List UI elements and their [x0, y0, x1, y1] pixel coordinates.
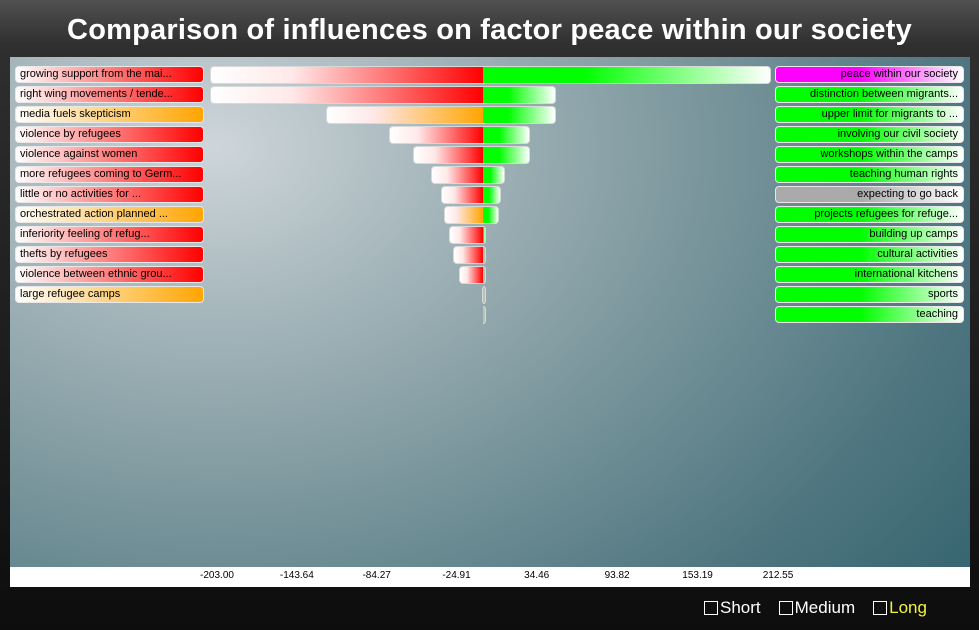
legend-long[interactable]: Long — [873, 597, 927, 619]
x-tick-label: 212.55 — [762, 570, 794, 581]
negative-influence-label[interactable]: more refugees coming to Germ... — [15, 166, 204, 183]
positive-influence-label[interactable]: teaching human rights — [775, 166, 964, 183]
x-tick-label: 153.19 — [682, 570, 713, 581]
positive-influence-label[interactable]: peace within our society — [775, 66, 964, 83]
legend-short[interactable]: Short — [704, 597, 761, 619]
plot-area: growing support from the mai... right win… — [10, 57, 970, 567]
positive-bar[interactable] — [483, 146, 531, 164]
negative-influence-label[interactable]: violence by refugees — [15, 126, 204, 143]
negative-bar[interactable] — [325, 106, 483, 124]
positive-bar[interactable] — [483, 246, 486, 264]
negative-bar[interactable] — [441, 186, 483, 204]
positive-bar[interactable] — [483, 266, 486, 284]
negative-influence-label[interactable]: growing support from the mai... — [15, 66, 204, 83]
checkbox-icon[interactable] — [704, 601, 718, 615]
positive-influence-label[interactable]: projects refugees for refuge... — [775, 206, 964, 223]
positive-influence-label[interactable]: teaching — [775, 306, 964, 323]
negative-influence-label[interactable]: violence between ethnic grou... — [15, 266, 204, 283]
x-tick-label: 34.46 — [524, 570, 550, 581]
positive-influence-label[interactable]: workshops within the camps — [775, 146, 964, 163]
negative-bar[interactable] — [449, 226, 483, 244]
positive-influence-label[interactable]: expecting to go back — [775, 186, 964, 203]
negative-bar[interactable] — [458, 266, 483, 284]
legend-medium-label: Medium — [794, 598, 856, 617]
positive-bar[interactable] — [483, 186, 501, 204]
negative-bar[interactable] — [388, 126, 483, 144]
positive-bar[interactable] — [483, 206, 500, 224]
positive-bar[interactable] — [483, 166, 505, 184]
positive-bar[interactable] — [483, 86, 557, 104]
negative-bar[interactable] — [210, 86, 483, 104]
negative-influence-label[interactable]: media fuels skepticism — [15, 106, 204, 123]
x-tick-label: -84.27 — [362, 570, 391, 581]
legend-medium[interactable]: Medium — [778, 597, 856, 619]
checkbox-icon[interactable] — [778, 601, 793, 615]
negative-influence-label[interactable]: orchestrated action planned ... — [15, 206, 204, 223]
negative-influence-label[interactable]: violence against women — [15, 146, 204, 163]
negative-influence-label[interactable]: inferiority feeling of refug... — [15, 226, 204, 243]
legend-short-label: Short — [720, 598, 761, 617]
x-tick-label: -203.00 — [200, 570, 234, 581]
positive-influence-label[interactable]: international kitchens — [775, 266, 964, 283]
positive-bar[interactable] — [483, 126, 531, 144]
chart-title: Comparison of influences on factor peace… — [67, 14, 912, 46]
positive-bar[interactable] — [483, 106, 557, 124]
positive-bar[interactable] — [483, 306, 486, 324]
x-axis: -203.00 -143.64 -84.27 -24.91 34.46 93.82 153.… — [10, 567, 970, 587]
negative-influence-label[interactable]: right wing movements / tende... — [15, 86, 204, 103]
negative-bar[interactable] — [413, 146, 483, 164]
negative-bar[interactable] — [453, 246, 483, 264]
negative-influence-label[interactable]: thefts by refugees — [15, 246, 204, 263]
x-tick-label: -143.64 — [279, 570, 314, 581]
positive-influence-label[interactable]: sports — [775, 286, 964, 303]
legend-long-label: Long — [889, 598, 927, 617]
x-tick-label: 93.82 — [604, 570, 630, 581]
positive-influence-label[interactable]: distinction between migrants... — [775, 86, 964, 103]
timeframe-legend: Short Medium Long — [704, 597, 927, 619]
positive-bar[interactable] — [483, 226, 487, 244]
negative-bar[interactable] — [430, 166, 483, 184]
checkbox-icon[interactable] — [873, 601, 888, 615]
positive-influence-label[interactable]: building up camps — [775, 226, 964, 243]
negative-influence-label[interactable]: little or no activities for ... — [15, 186, 204, 203]
positive-bar[interactable] — [483, 66, 771, 84]
positive-influence-label[interactable]: cultural activities — [775, 246, 964, 263]
negative-bar[interactable] — [444, 206, 483, 224]
x-tick-label: -24.91 — [442, 570, 471, 581]
negative-influence-label[interactable]: large refugee camps — [15, 286, 204, 303]
positive-bar[interactable] — [483, 286, 486, 304]
positive-influence-label[interactable]: upper limit for migrants to ... — [775, 106, 964, 123]
negative-bar[interactable] — [210, 66, 483, 84]
positive-influence-label[interactable]: involving our civil society — [775, 126, 964, 143]
